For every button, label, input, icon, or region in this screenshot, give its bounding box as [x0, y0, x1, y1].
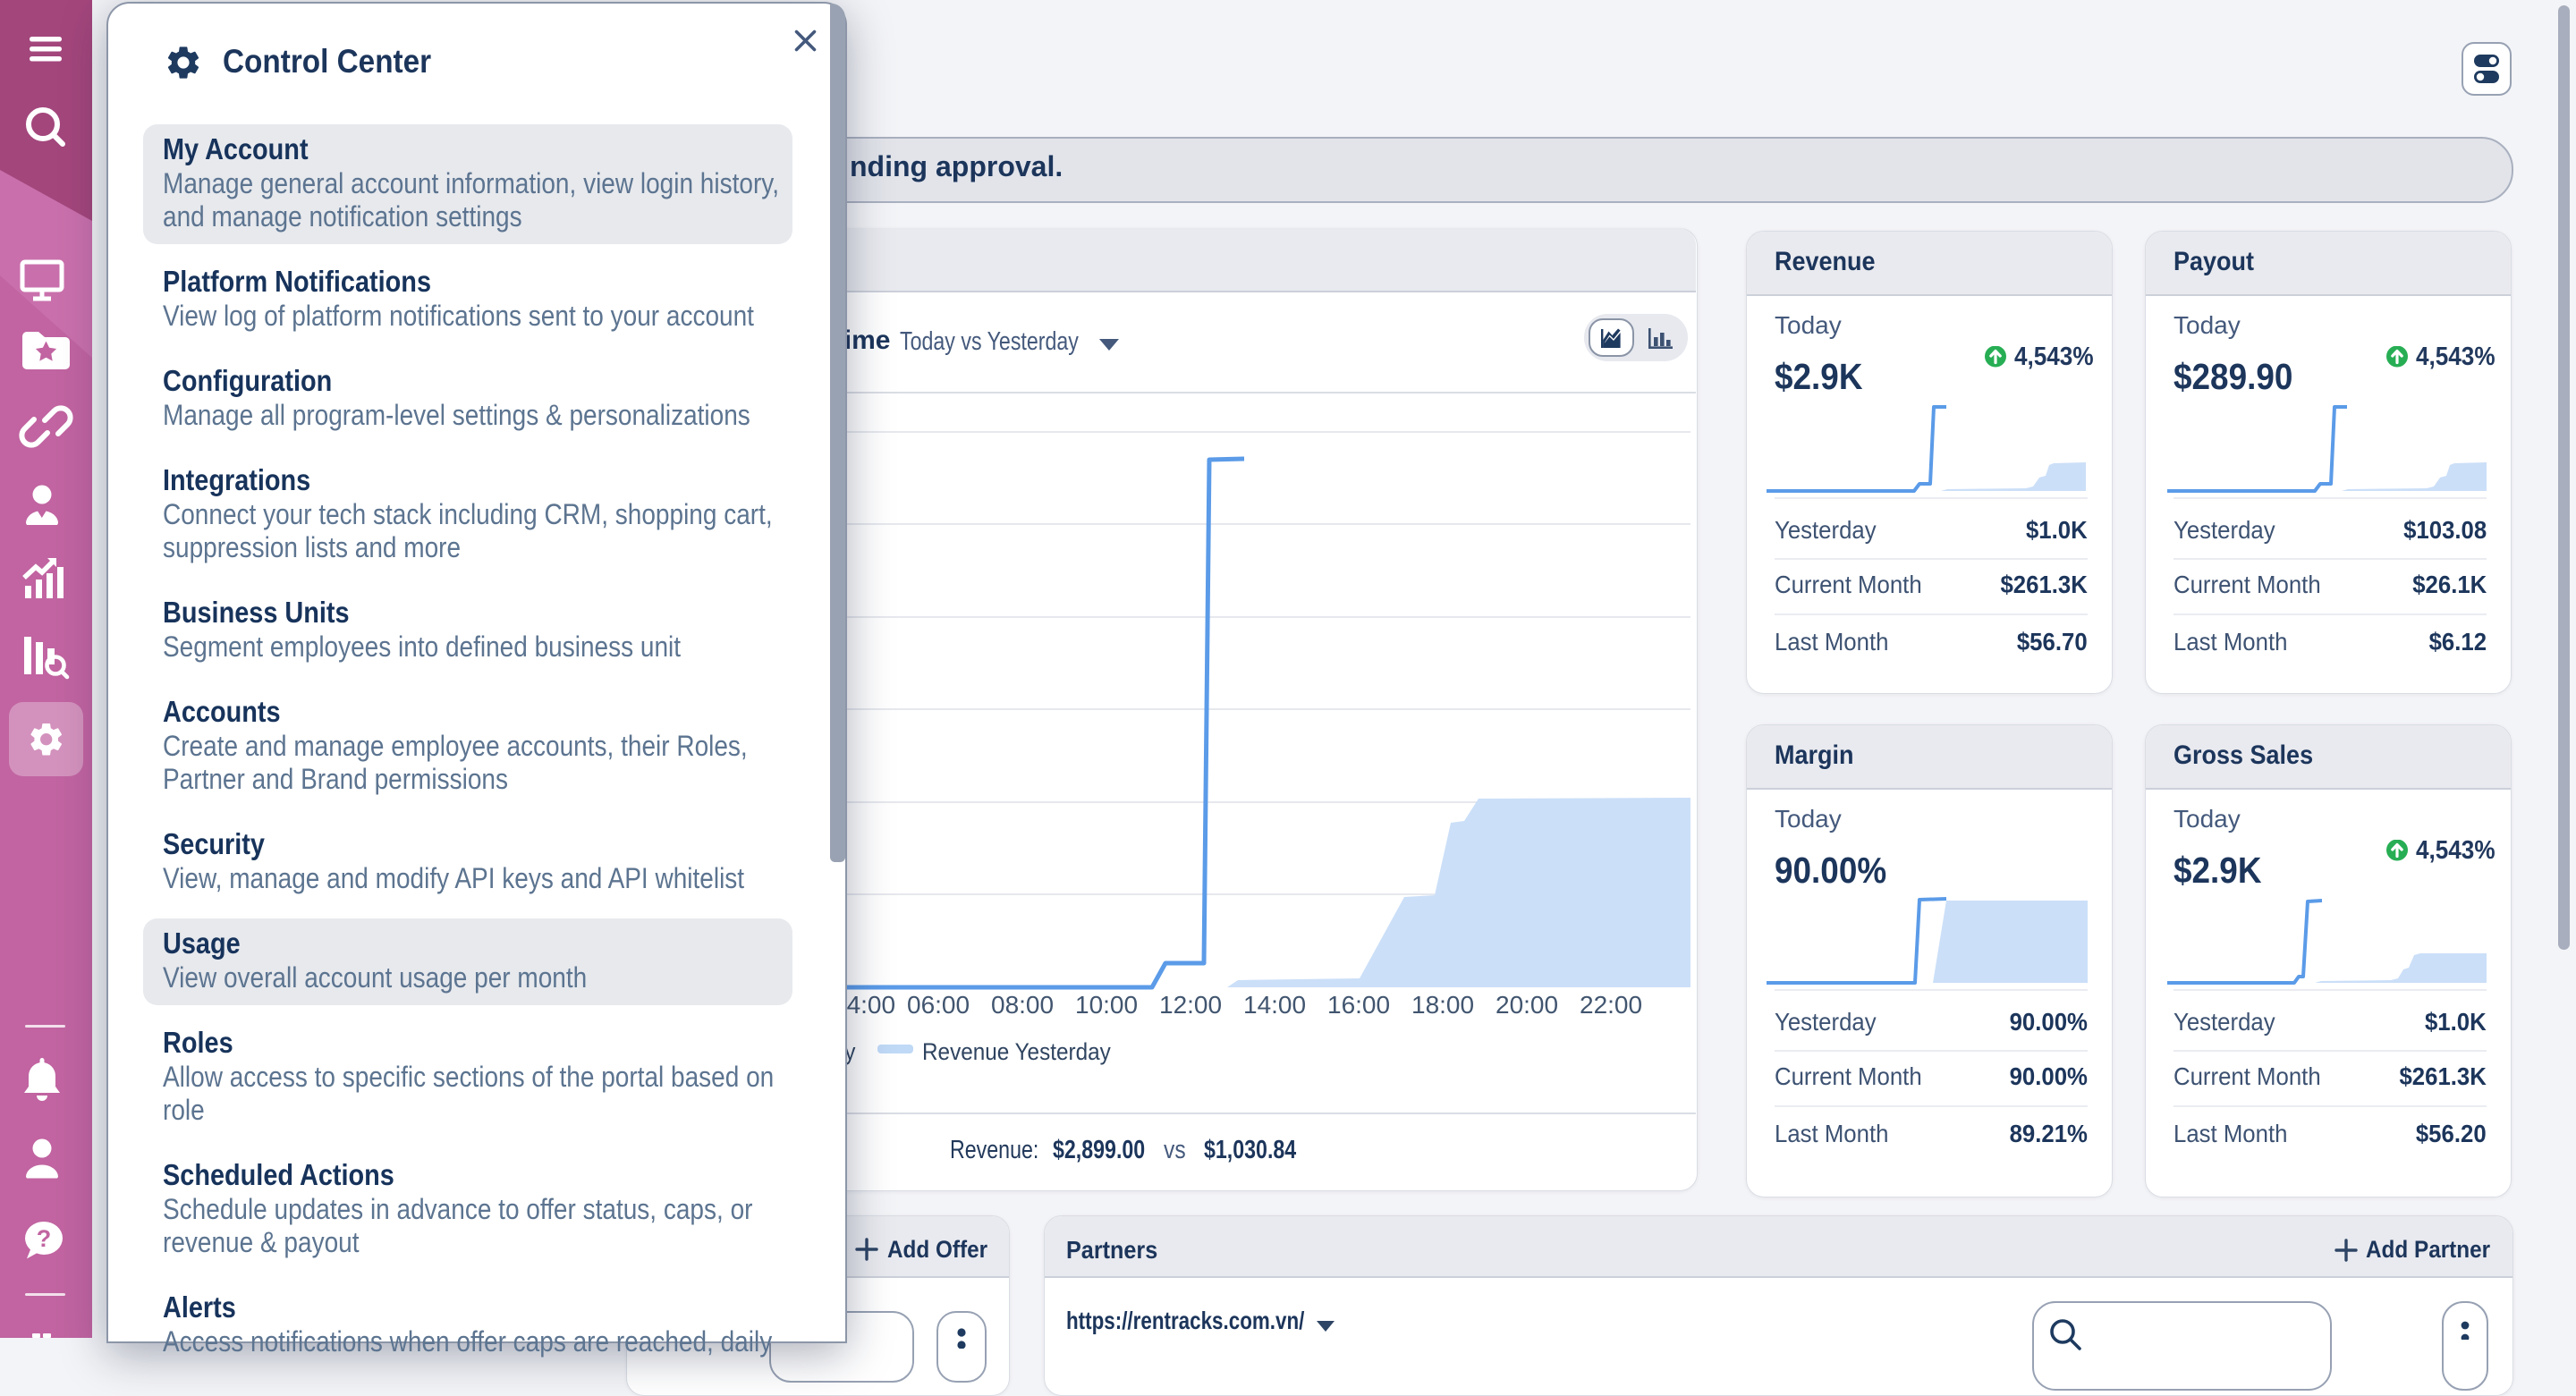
svg-text:?: ?: [37, 1225, 52, 1252]
